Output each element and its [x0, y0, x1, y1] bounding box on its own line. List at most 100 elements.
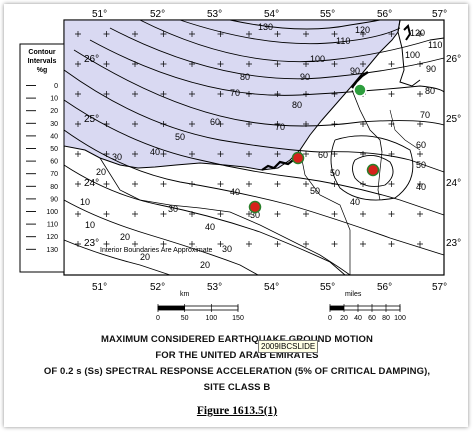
red-site-marker[interactable]: [248, 200, 262, 214]
site-markers: [248, 83, 380, 214]
grid-cross: [132, 211, 138, 217]
grid-cross: [103, 61, 110, 67]
lon-label: 52°: [150, 9, 165, 20]
grid-cross: [75, 211, 81, 217]
grid-cross: [417, 151, 423, 157]
legend-value: 50: [50, 146, 58, 153]
lon-label: 56°: [377, 282, 392, 293]
grid-cross: [274, 91, 281, 97]
grid-cross: [75, 61, 81, 67]
contour-label: 40: [416, 182, 426, 192]
red-site-marker[interactable]: [366, 163, 380, 177]
grid-cross: [217, 241, 224, 247]
lon-label: 52°: [150, 282, 165, 293]
grid-cross: [103, 211, 110, 217]
grid-cross: [217, 61, 224, 67]
lon-label: 57°: [432, 9, 447, 20]
scale-tick-label: 100: [394, 315, 406, 322]
grid-cross: [132, 61, 138, 67]
lat-label: 24°: [446, 178, 461, 189]
grid-cross: [246, 241, 252, 247]
contour-label: 40: [205, 222, 215, 232]
grid-cross: [303, 31, 309, 37]
legend-value: 30: [50, 121, 58, 128]
grid-cross: [331, 241, 338, 247]
interior-boundary-note: Interior Boundaries Are Approximate: [100, 247, 213, 254]
lat-labels-left: 26° 25° 24° 23°: [84, 54, 99, 249]
scale-tick-label: 80: [382, 315, 390, 322]
grid-cross: [132, 151, 138, 157]
lat-label: 26°: [84, 54, 99, 65]
legend-value: 80: [50, 184, 58, 191]
legend-value: 60: [50, 159, 58, 166]
grid-cross: [189, 91, 195, 97]
scale-km-label: km: [180, 291, 190, 298]
lon-label: 53°: [207, 9, 222, 20]
grid-cross: [388, 61, 395, 67]
grid-cross: [160, 121, 167, 127]
grid-cross: [132, 31, 138, 37]
contour-label: 80: [240, 72, 250, 82]
scale-tick-label: 20: [340, 315, 348, 322]
grid-cross: [331, 151, 338, 157]
grid-cross: [360, 61, 366, 67]
scale-bar-segment: [330, 306, 344, 310]
contour-label: 10: [80, 197, 90, 207]
grid-cross: [103, 91, 110, 97]
gulf-sea: [63, 19, 401, 171]
grid-cross: [160, 61, 167, 67]
grid-cross: [274, 31, 281, 37]
lat-label: 24°: [84, 178, 99, 189]
legend-value: 110: [47, 222, 58, 229]
grid-cross: [274, 151, 281, 157]
scale-tick-label: 100: [205, 315, 217, 322]
slide-tooltip: 2009IBCSLIDE: [258, 340, 319, 353]
grid-cross: [417, 181, 423, 187]
legend-value: 10: [50, 96, 58, 103]
contour-label: 20: [120, 232, 130, 242]
grid-cross: [303, 121, 309, 127]
green-site-marker[interactable]: [353, 83, 367, 97]
grid-cross: [303, 61, 309, 67]
lat-label: 25°: [446, 114, 461, 125]
grid-cross: [103, 181, 110, 187]
lat-label: 23°: [84, 238, 99, 249]
red-site-marker[interactable]: [291, 151, 305, 165]
contour-label: 60: [318, 150, 328, 160]
grid-cross: [246, 61, 252, 67]
grid-cross: [160, 151, 167, 157]
lat-label: 26°: [446, 54, 461, 65]
scale-tick-label: 0: [156, 315, 160, 322]
grid-cross: [388, 31, 395, 37]
grid-cross: [246, 31, 252, 37]
caption-line-3: OF 0.2 s (Ss) SPECTRAL RESPONSE ACCELERA…: [43, 366, 431, 377]
grid-cross: [274, 241, 281, 247]
grid-cross: [75, 121, 81, 127]
grid-cross: [331, 121, 338, 127]
grid-cross: [274, 61, 281, 67]
contour-label: 70: [230, 88, 240, 98]
caption-line-2: FOR THE UNITED ARAB EMIRATES: [155, 350, 319, 361]
contour-label: 50: [416, 160, 426, 170]
grid-cross: [360, 31, 366, 37]
grid-cross: [360, 241, 366, 247]
grid-cross: [217, 91, 224, 97]
lon-label: 57°: [432, 282, 447, 293]
lon-label: 51°: [92, 9, 107, 20]
grid-cross: [417, 211, 423, 217]
contour-label: 40: [150, 147, 160, 157]
contour-label: 90: [426, 64, 436, 74]
grid-cross: [246, 91, 252, 97]
grid-cross: [246, 181, 252, 187]
contour-label: 40: [350, 197, 360, 207]
contour-label: 40: [230, 187, 240, 197]
grid-cross: [217, 31, 224, 37]
legend-value: 70: [50, 171, 58, 178]
grid-cross: [189, 211, 195, 217]
contour-label: 130: [258, 22, 273, 32]
lon-labels-bottom: 51° 52° 53° 54° 55° 56° 57°: [92, 282, 447, 293]
contour-label: 110: [336, 36, 350, 46]
grid-cross: [132, 91, 138, 97]
grid-cross: [75, 91, 81, 97]
contour-label: 30: [222, 244, 232, 254]
